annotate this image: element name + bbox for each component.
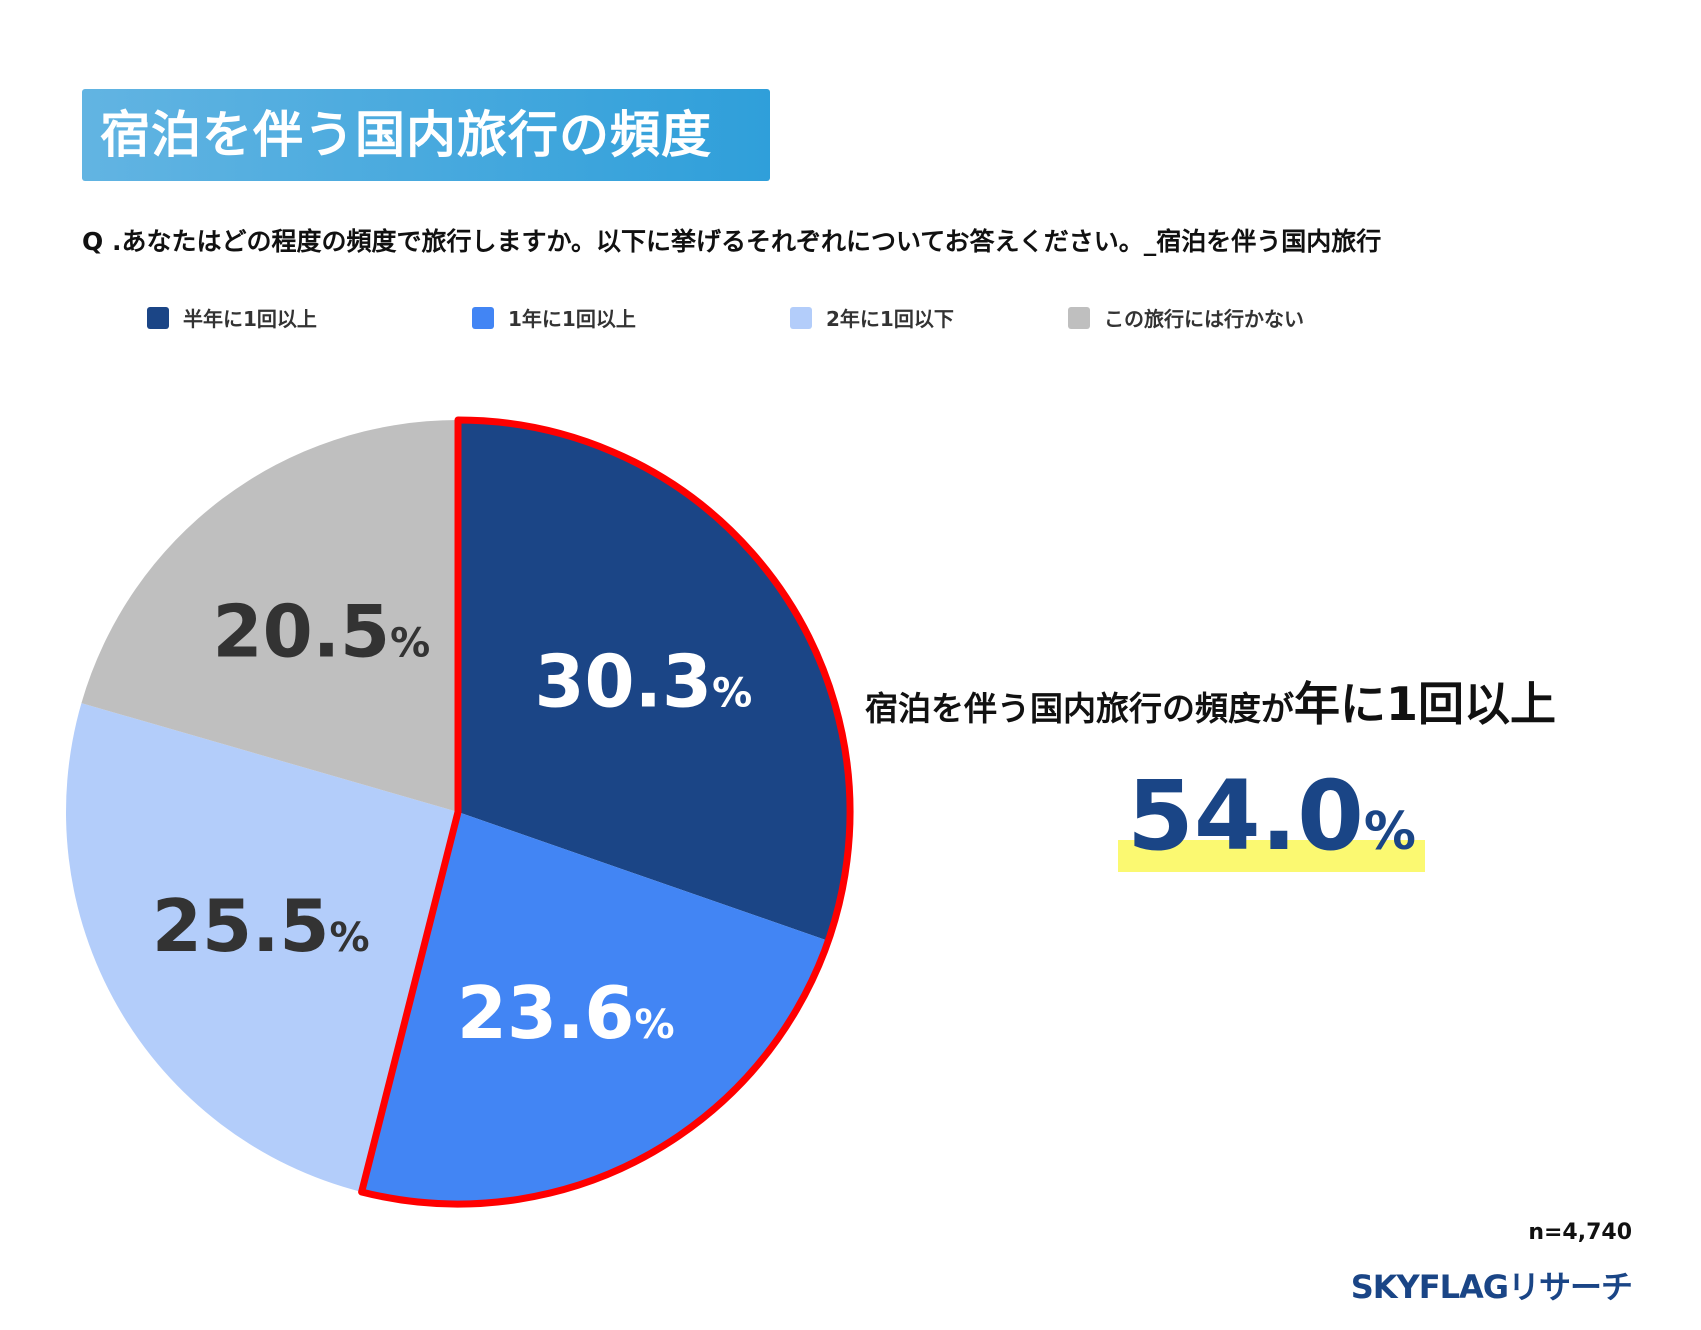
legend-swatch xyxy=(472,306,494,329)
legend: 半年に1回以上 1年に1回以上 2年に1回以下 この旅行には行かない xyxy=(0,303,1701,333)
legend-swatch xyxy=(147,306,169,329)
pie-slice xyxy=(458,420,850,941)
slice-value-label: 30.3% xyxy=(534,639,752,723)
summary-value: 54.0% xyxy=(1118,760,1425,872)
sample-size: n=4,740 xyxy=(1528,1220,1632,1245)
pie-slice xyxy=(361,812,829,1205)
summary-highlight xyxy=(1118,840,1425,872)
slice-value-label: 20.5% xyxy=(213,589,431,673)
summary-number: 54.0 xyxy=(1127,760,1364,872)
legend-item: この旅行には行かない xyxy=(1068,303,1304,332)
question-text: Q .あなたはどの程度の頻度で旅行しますか。以下に挙げるそれぞれについてお答えく… xyxy=(82,227,1382,256)
chart-title: 宿泊を伴う国内旅行の頻度 xyxy=(82,89,770,181)
headline-emphasis: 年に1回以上 xyxy=(1294,677,1557,731)
pie-slice xyxy=(81,420,458,812)
pie-chart: 30.3% 23.6% 25.5% 20.5% xyxy=(65,416,854,1208)
headline-prefix: 宿泊を伴う国内旅行の頻度が xyxy=(865,689,1294,728)
slice-value-label: 25.5% xyxy=(152,884,370,968)
summary-unit: % xyxy=(1363,802,1416,862)
legend-label: この旅行には行かない xyxy=(1104,307,1304,331)
legend-item: 半年に1回以上 xyxy=(147,303,317,332)
highlight-outline xyxy=(358,416,854,1208)
legend-item: 2年に1回以下 xyxy=(790,303,954,332)
legend-label: 半年に1回以上 xyxy=(183,307,317,331)
legend-label: 2年に1回以下 xyxy=(826,307,954,331)
legend-swatch xyxy=(1068,306,1090,329)
slice-value-label: 23.6% xyxy=(457,971,675,1055)
legend-item: 1年に1回以上 xyxy=(472,303,636,332)
brand-logo: SKYFLAGリサーチ xyxy=(1350,1268,1633,1306)
legend-label: 1年に1回以上 xyxy=(508,307,636,331)
legend-swatch xyxy=(790,306,812,329)
headline: 宿泊を伴う国内旅行の頻度が年に1回以上 xyxy=(865,668,1556,734)
pie-slice xyxy=(65,703,458,1192)
